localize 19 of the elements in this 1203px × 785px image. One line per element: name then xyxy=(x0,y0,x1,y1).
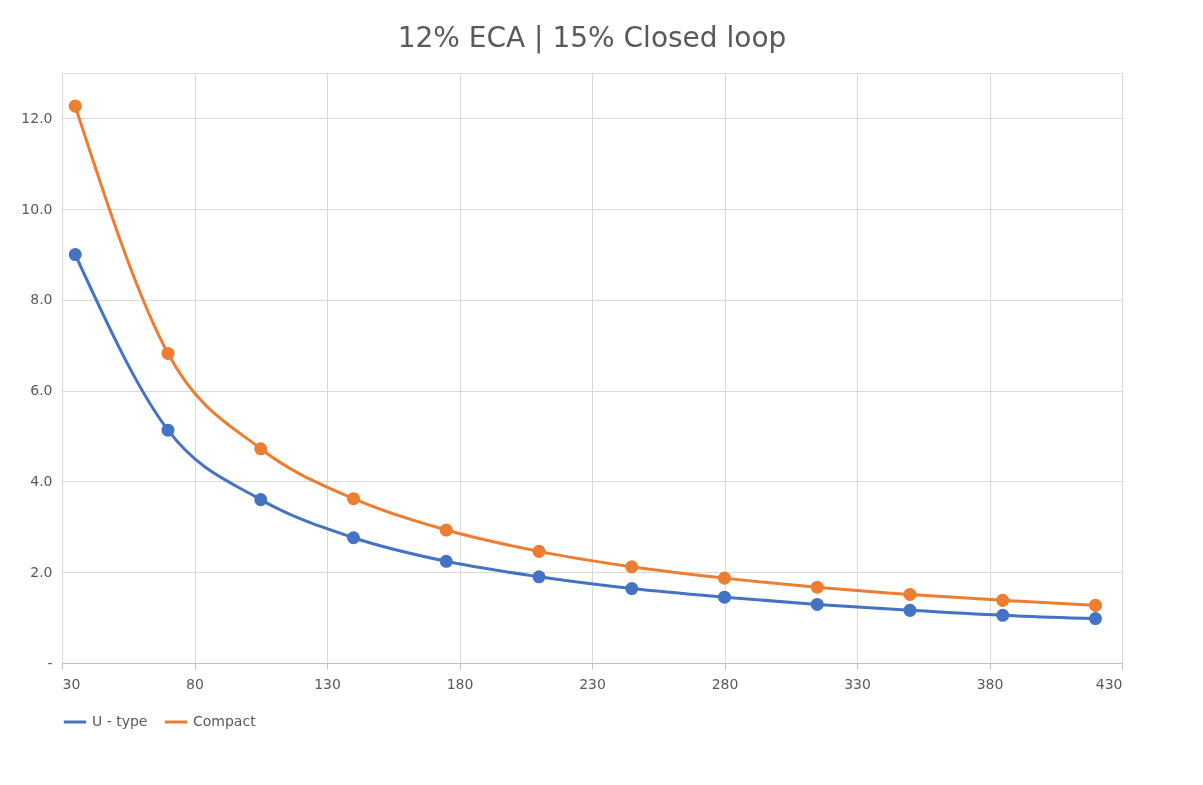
legend-label: Compact xyxy=(193,713,257,729)
y-tick-label: - xyxy=(47,654,53,671)
x-tick-label: 130 xyxy=(314,675,341,692)
x-tick-label: 180 xyxy=(446,675,474,692)
y-tick-label: 6.0 xyxy=(30,382,53,399)
y-tick-label: 2.0 xyxy=(30,563,53,580)
x-tick-label: 80 xyxy=(186,675,204,692)
x-tick-label: 330 xyxy=(844,675,871,692)
y-tick-label: 4.0 xyxy=(30,472,53,489)
legend-label: U - type xyxy=(92,713,148,729)
x-tick-label: 380 xyxy=(976,675,1004,692)
chart-title: 12% ECA | 15% Closed loop xyxy=(397,21,787,54)
y-tick-label: 12.0 xyxy=(21,109,53,126)
x-tick-label: 230 xyxy=(579,675,606,692)
x-tick-label: 30 xyxy=(62,675,81,692)
y-tick-label: 8.0 xyxy=(30,291,53,308)
x-tick-label: 430 xyxy=(1095,675,1123,692)
y-tick-label: 10.0 xyxy=(21,200,53,217)
x-tick-label: 280 xyxy=(711,675,739,692)
